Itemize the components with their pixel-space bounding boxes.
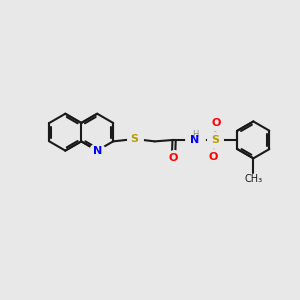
Text: H: H <box>192 130 198 139</box>
Text: S: S <box>211 135 219 145</box>
Text: S: S <box>130 134 139 144</box>
Text: O: O <box>212 118 221 128</box>
Text: CH₃: CH₃ <box>244 173 262 184</box>
Text: N: N <box>93 146 102 156</box>
Text: O: O <box>169 153 178 163</box>
Text: N: N <box>190 135 200 145</box>
Text: O: O <box>209 152 218 162</box>
